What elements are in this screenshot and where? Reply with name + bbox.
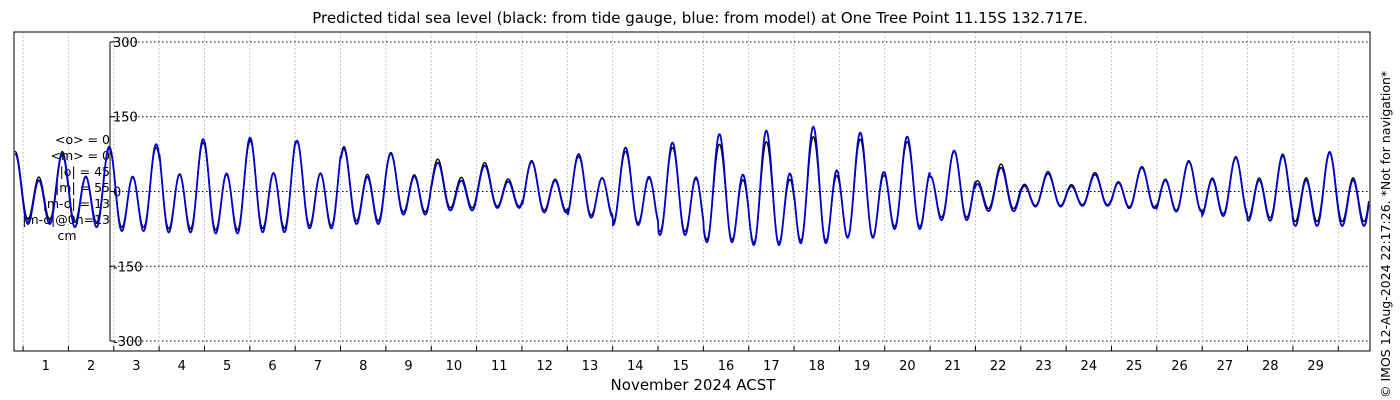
stat-unit: cm <box>57 228 77 243</box>
credit-text: © IMOS 12-Aug-2024 22:17:26. *Not for na… <box>1378 70 1393 398</box>
stat-obs-abs: |o| = 45 <box>59 164 110 179</box>
y-axis: 300 150 0 -150 -300 <box>109 36 143 350</box>
x-axis: 1 2 3 4 5 6 7 8 9 10 11 12 13 14 15 16 17 18 19 20 21 22 23 24 2… <box>22 346 1339 374</box>
y-tick-label: 0 <box>113 186 121 201</box>
x-tick-label: 26 <box>1171 359 1188 374</box>
x-tick-label: 15 <box>672 359 689 374</box>
plot-frame <box>13 31 1371 352</box>
x-tick-label: 11 <box>491 359 508 374</box>
y-tick-label: 300 <box>113 36 138 51</box>
x-tick-label: 8 <box>359 359 367 374</box>
x-tick-label: 13 <box>582 359 599 374</box>
x-tick-label: 22 <box>990 359 1007 374</box>
x-tick-label: 16 <box>718 359 735 374</box>
grid-lines <box>22 32 1370 351</box>
x-tick-label: 18 <box>808 359 825 374</box>
x-tick-label: 3 <box>132 359 140 374</box>
x-tick-label: 17 <box>763 359 780 374</box>
y-tick-label: -150 <box>113 260 143 275</box>
x-tick-label: 19 <box>854 359 871 374</box>
x-tick-label: 29 <box>1307 359 1324 374</box>
x-tick-label: 7 <box>314 359 322 374</box>
x-tick-label: 28 <box>1262 359 1279 374</box>
x-tick-label: 27 <box>1217 359 1234 374</box>
x-tick-label: 2 <box>87 359 95 374</box>
y-tick-label: -300 <box>113 335 143 350</box>
x-tick-label: 20 <box>899 359 916 374</box>
x-tick-label: 21 <box>944 359 961 374</box>
x-tick-label: 24 <box>1081 359 1098 374</box>
x-tick-label: 12 <box>536 359 553 374</box>
x-tick-label: 25 <box>1126 359 1143 374</box>
stat-diff-abs: |m-o| = 13 <box>42 196 110 211</box>
series-model <box>14 125 1370 247</box>
x-tick-label: 14 <box>627 359 644 374</box>
x-tick-label: 23 <box>1035 359 1052 374</box>
x-tick-label: 1 <box>42 359 50 374</box>
x-tick-label: 6 <box>268 359 276 374</box>
x-tick-label: 5 <box>223 359 231 374</box>
x-tick-label: 4 <box>178 359 186 374</box>
x-tick-label: 9 <box>404 359 412 374</box>
stat-diff-0h: |m-o|@0h=13 <box>22 212 110 227</box>
x-axis-label: November 2024 ACST <box>610 376 776 394</box>
x-tick-label: 10 <box>446 359 463 374</box>
stat-obs-mean: <o> = 0 <box>55 132 110 147</box>
series-lines <box>14 125 1370 247</box>
chart-title: Predicted tidal sea level (black: from t… <box>312 9 1088 27</box>
y-tick-label: 150 <box>113 111 138 126</box>
